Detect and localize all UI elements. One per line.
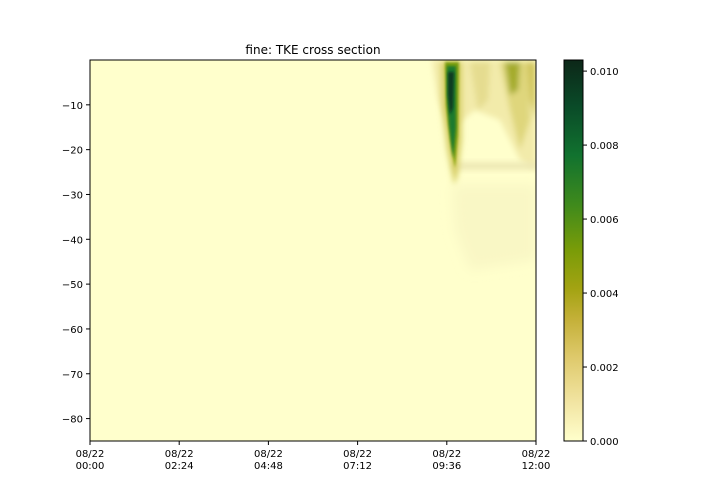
- colorbar-ticks: 0.000 0.002 0.004 0.006 0.008 0.010: [583, 67, 619, 448]
- y-tick-label: −10: [62, 101, 83, 112]
- chart-title: fine: TKE cross section: [245, 43, 380, 57]
- faint-deep-mixing: [452, 185, 536, 270]
- x-tick-label: 12:00: [522, 461, 551, 472]
- colorbar-tick-label: 0.010: [590, 67, 619, 78]
- colorbar: 0.000 0.002 0.004 0.006 0.008 0.010: [563, 59, 619, 448]
- y-axis: −10 −20 −30 −40 −50 −60 −70 −80: [62, 101, 90, 426]
- heatmap-area: [90, 60, 536, 441]
- mixed-layer-base: [452, 162, 536, 170]
- colorbar-tick-label: 0.004: [590, 289, 619, 300]
- x-axis: 08/2200:0008/2202:2408/2204:4808/2207:12…: [76, 441, 551, 472]
- x-tick-label: 08/22: [522, 449, 551, 460]
- colorbar-tick-label: 0.008: [590, 141, 619, 152]
- x-tick-label: 08/22: [343, 449, 372, 460]
- y-tick-label: −20: [62, 146, 83, 157]
- colorbar-gradient: [563, 59, 584, 442]
- y-tick-label: −50: [62, 280, 83, 291]
- colorbar-tick-label: 0.002: [590, 363, 619, 374]
- x-tick-label: 00:00: [76, 461, 105, 472]
- y-tick-label: −80: [62, 415, 83, 426]
- plot-frame: [89, 59, 537, 442]
- x-tick-label: 08/22: [165, 449, 194, 460]
- y-tick-label: −40: [62, 235, 83, 246]
- colorbar-tick-label: 0.000: [590, 437, 619, 448]
- colorbar-tick-label: 0.006: [590, 215, 619, 226]
- x-tick-label: 08/22: [76, 449, 105, 460]
- y-tick-label: −60: [62, 325, 83, 336]
- x-tick-label: 09:36: [432, 461, 461, 472]
- y-tick-label: −30: [62, 190, 83, 201]
- x-tick-label: 02:24: [165, 461, 194, 472]
- x-tick-label: 08/22: [432, 449, 461, 460]
- x-tick-label: 08/22: [254, 449, 283, 460]
- y-tick-label: −70: [62, 370, 83, 381]
- main-plume: [441, 62, 462, 185]
- x-tick-label: 07:12: [343, 461, 372, 472]
- x-tick-label: 04:48: [254, 461, 283, 472]
